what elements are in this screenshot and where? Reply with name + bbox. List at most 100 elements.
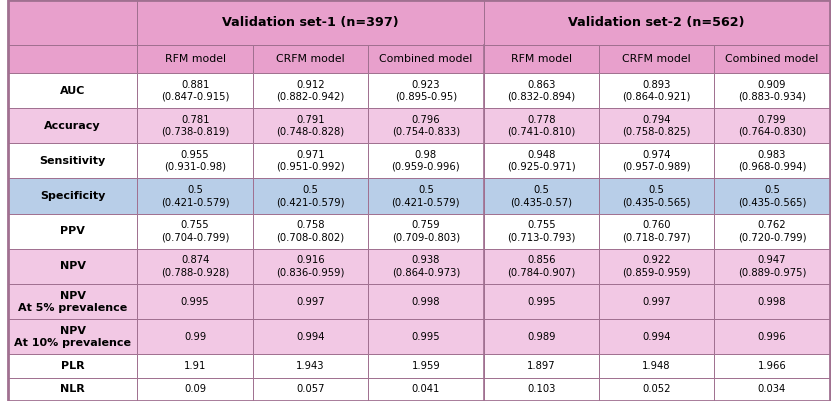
Text: 0.983
(0.968-0.994): 0.983 (0.968-0.994) <box>738 150 806 172</box>
Text: 0.052: 0.052 <box>642 384 671 394</box>
Text: 0.98
(0.959-0.996): 0.98 (0.959-0.996) <box>391 150 460 172</box>
Text: 0.762
(0.720-0.799): 0.762 (0.720-0.799) <box>738 220 806 242</box>
Bar <box>714 378 829 401</box>
Bar <box>253 178 368 214</box>
Bar <box>599 378 714 401</box>
Text: 0.995: 0.995 <box>181 297 209 307</box>
Text: 0.755
(0.704-0.799): 0.755 (0.704-0.799) <box>161 220 229 242</box>
Text: RFM model: RFM model <box>511 54 572 64</box>
Bar <box>7 378 137 401</box>
Bar <box>484 73 599 108</box>
Bar <box>7 73 137 108</box>
Bar <box>368 73 484 108</box>
Bar <box>253 143 368 178</box>
Text: 0.103: 0.103 <box>527 384 555 394</box>
Text: Validation set-1 (n=397): Validation set-1 (n=397) <box>222 16 399 29</box>
Text: Validation set-2 (n=562): Validation set-2 (n=562) <box>568 16 745 29</box>
Bar <box>137 0 484 45</box>
Bar <box>714 73 829 108</box>
Bar <box>714 108 829 143</box>
Bar <box>368 319 484 354</box>
Bar <box>484 178 599 214</box>
Bar <box>484 214 599 249</box>
Text: Accuracy: Accuracy <box>44 121 101 131</box>
Bar <box>368 108 484 143</box>
Text: AUC: AUC <box>60 85 86 95</box>
Text: 0.971
(0.951-0.992): 0.971 (0.951-0.992) <box>276 150 345 172</box>
Text: 0.955
(0.931-0.98): 0.955 (0.931-0.98) <box>165 150 226 172</box>
Bar <box>368 249 484 284</box>
Text: PPV: PPV <box>60 226 85 236</box>
Bar <box>484 354 599 378</box>
Bar <box>137 178 253 214</box>
Text: 0.912
(0.882-0.942): 0.912 (0.882-0.942) <box>277 79 345 101</box>
Bar <box>253 354 368 378</box>
Bar <box>7 214 137 249</box>
Bar <box>253 45 368 73</box>
Bar <box>599 143 714 178</box>
Text: 0.759
(0.709-0.803): 0.759 (0.709-0.803) <box>391 220 460 242</box>
Bar <box>599 45 714 73</box>
Text: 0.034: 0.034 <box>758 384 786 394</box>
Bar <box>599 108 714 143</box>
Bar <box>253 214 368 249</box>
Bar <box>7 354 137 378</box>
Bar <box>714 178 829 214</box>
Bar <box>484 45 599 73</box>
Text: 0.09: 0.09 <box>184 384 206 394</box>
Bar <box>599 319 714 354</box>
Text: 0.5
(0.421-0.579): 0.5 (0.421-0.579) <box>391 185 460 207</box>
Text: 0.916
(0.836-0.959): 0.916 (0.836-0.959) <box>277 255 345 277</box>
Text: 0.989: 0.989 <box>527 332 555 342</box>
Text: 0.5
(0.421-0.579): 0.5 (0.421-0.579) <box>161 185 229 207</box>
Text: 0.923
(0.895-0.95): 0.923 (0.895-0.95) <box>395 79 457 101</box>
Text: Combined model: Combined model <box>379 54 473 64</box>
Text: 0.994: 0.994 <box>642 332 671 342</box>
Bar <box>253 378 368 401</box>
Text: 0.998: 0.998 <box>758 297 786 307</box>
Bar <box>484 249 599 284</box>
Text: 0.791
(0.748-0.828): 0.791 (0.748-0.828) <box>277 115 345 137</box>
Text: 0.057: 0.057 <box>297 384 325 394</box>
Text: 0.5
(0.435-0.565): 0.5 (0.435-0.565) <box>738 185 806 207</box>
Text: 0.974
(0.957-0.989): 0.974 (0.957-0.989) <box>622 150 691 172</box>
Text: 0.909
(0.883-0.934): 0.909 (0.883-0.934) <box>738 79 806 101</box>
Bar <box>137 73 253 108</box>
Bar <box>7 143 137 178</box>
Text: 0.758
(0.708-0.802): 0.758 (0.708-0.802) <box>277 220 345 242</box>
Text: 0.5
(0.435-0.565): 0.5 (0.435-0.565) <box>622 185 691 207</box>
Text: 1.91: 1.91 <box>184 361 206 371</box>
Text: 0.781
(0.738-0.819): 0.781 (0.738-0.819) <box>161 115 229 137</box>
Text: Specificity: Specificity <box>40 191 106 201</box>
Bar <box>714 284 829 319</box>
Bar <box>253 284 368 319</box>
Bar <box>368 178 484 214</box>
Bar <box>714 45 829 73</box>
Text: 1.966: 1.966 <box>758 361 786 371</box>
Text: 0.874
(0.788-0.928): 0.874 (0.788-0.928) <box>161 255 229 277</box>
Text: 0.778
(0.741-0.810): 0.778 (0.741-0.810) <box>507 115 575 137</box>
Text: NPV: NPV <box>60 261 86 271</box>
Bar <box>484 319 599 354</box>
Bar <box>368 378 484 401</box>
Bar <box>714 319 829 354</box>
Bar <box>599 354 714 378</box>
Bar <box>484 108 599 143</box>
Bar <box>7 284 137 319</box>
Bar <box>368 45 484 73</box>
Bar <box>137 45 253 73</box>
Text: RFM model: RFM model <box>165 54 226 64</box>
Bar <box>714 354 829 378</box>
Bar <box>599 178 714 214</box>
Bar <box>368 284 484 319</box>
Text: 0.99: 0.99 <box>184 332 206 342</box>
Bar <box>714 214 829 249</box>
Bar <box>137 214 253 249</box>
Text: NPV
At 10% prevalence: NPV At 10% prevalence <box>14 326 131 348</box>
Bar <box>484 0 829 45</box>
Bar <box>253 108 368 143</box>
Text: 0.5
(0.421-0.579): 0.5 (0.421-0.579) <box>276 185 345 207</box>
Bar <box>599 73 714 108</box>
Bar <box>484 143 599 178</box>
Bar <box>253 249 368 284</box>
